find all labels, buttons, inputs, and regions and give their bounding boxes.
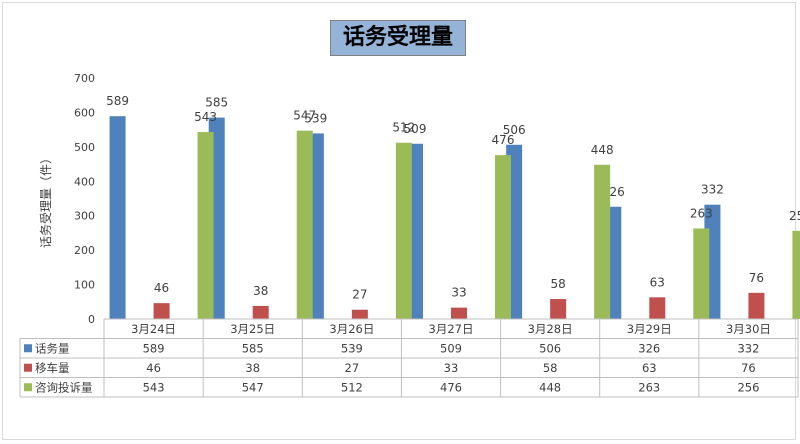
data-label: 589 — [106, 94, 129, 108]
data-label: 512 — [392, 121, 415, 135]
table-cell: 506 — [539, 341, 561, 355]
bar — [296, 130, 313, 319]
data-label: 27 — [352, 288, 367, 302]
data-label: 448 — [591, 143, 614, 157]
chart-title: 话务受理量 — [342, 25, 453, 50]
bar — [649, 297, 666, 319]
legend-key — [24, 383, 32, 392]
x-tick-label: 3月24日 — [131, 322, 176, 336]
x-tick-label: 3月25日 — [230, 322, 275, 336]
table-cell: 38 — [245, 361, 260, 375]
table-cell: 76 — [741, 361, 756, 375]
bar — [792, 230, 800, 319]
legend-key — [24, 344, 32, 353]
legend-entry: 移车量 — [35, 361, 70, 375]
y-tick-label: 200 — [74, 244, 95, 257]
bar — [748, 292, 765, 319]
data-label: 509 — [404, 122, 427, 136]
y-tick-label: 100 — [74, 279, 95, 292]
data-label: 263 — [690, 206, 713, 220]
bar — [451, 307, 467, 319]
table-cell: 63 — [642, 361, 657, 375]
y-tick-label: 700 — [74, 72, 95, 85]
y-tick-label: 500 — [74, 141, 95, 154]
y-tick-label: 0 — [88, 313, 95, 326]
table-cell: 585 — [242, 341, 264, 355]
chart-frame — [2, 2, 796, 440]
data-label: 547 — [293, 109, 316, 123]
bar — [550, 299, 567, 319]
x-tick-label: 3月29日 — [627, 322, 672, 336]
data-label: 76 — [749, 271, 764, 285]
legend-key — [24, 363, 32, 372]
bar — [351, 309, 368, 319]
table-cell: 539 — [341, 341, 363, 355]
data-label: 585 — [205, 96, 228, 110]
data-label: 539 — [304, 111, 327, 125]
table-cell: 46 — [146, 361, 161, 375]
bar — [197, 132, 214, 319]
x-tick-label: 3月26日 — [329, 322, 374, 336]
data-label: 33 — [451, 286, 466, 300]
data-label: 506 — [503, 123, 526, 137]
bar — [153, 303, 170, 319]
table-cell: 589 — [143, 341, 165, 355]
data-label: 543 — [194, 110, 217, 124]
chart-title-box — [330, 20, 466, 56]
plot-area: 0 100 200 300 400 500 600 700 589 585 539 509 506 326… — [19, 72, 800, 398]
legend-entry: 咨询投诉量 — [35, 380, 93, 394]
data-label: 63 — [650, 275, 665, 289]
table-cell: 476 — [440, 380, 462, 394]
data-label: 332 — [701, 183, 724, 197]
x-tick-label: 3月30日 — [726, 322, 771, 336]
legend-entry: 话务量 — [35, 341, 70, 355]
x-tick-label: 3月28日 — [528, 322, 573, 336]
table-cell: 58 — [543, 361, 558, 375]
bar — [594, 164, 611, 319]
table-cell: 512 — [341, 380, 363, 394]
table-cell: 448 — [539, 380, 561, 394]
y-tick-label: 400 — [74, 175, 95, 188]
bar — [395, 142, 412, 319]
table-cell: 509 — [440, 341, 462, 355]
table-cell: 33 — [444, 361, 459, 375]
bar — [109, 116, 126, 319]
data-label: 256 — [789, 209, 800, 223]
table-cell: 547 — [242, 380, 264, 394]
table-cell: 256 — [737, 380, 759, 394]
table-cell: 543 — [143, 380, 165, 394]
bar — [693, 228, 710, 319]
data-label: 58 — [551, 277, 566, 291]
table-cell: 332 — [737, 341, 759, 355]
bar — [495, 155, 511, 319]
table-cell: 27 — [345, 361, 360, 375]
data-label: 46 — [154, 281, 169, 295]
y-tick-label: 600 — [74, 106, 95, 119]
data-label: 476 — [492, 133, 515, 147]
bar — [252, 305, 269, 319]
table-cell: 263 — [638, 380, 660, 394]
y-tick-label: 300 — [74, 210, 95, 223]
table-cell: 326 — [638, 341, 660, 355]
x-tick-label: 3月27日 — [429, 322, 474, 336]
data-label: 38 — [253, 284, 268, 298]
y-axis-label: 话务受理量（件） — [38, 152, 53, 248]
